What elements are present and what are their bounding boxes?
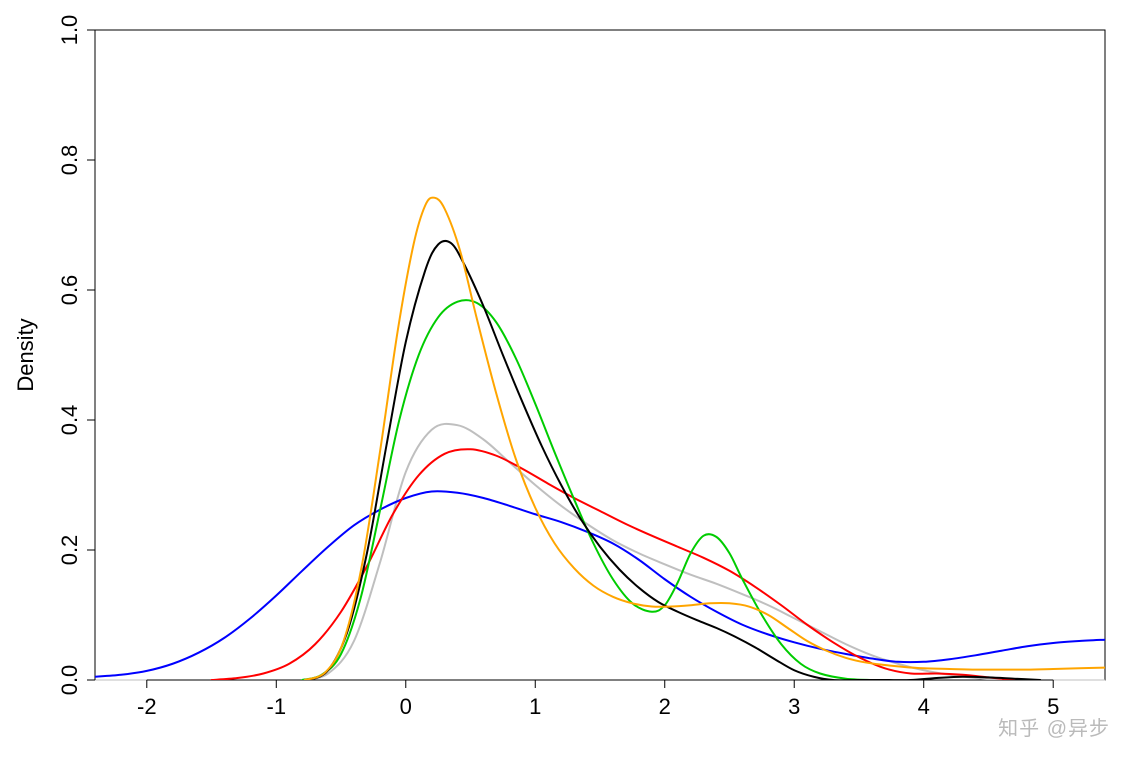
y-tick-label: 0.2	[57, 535, 82, 566]
y-axis-label: Density	[13, 318, 38, 391]
x-tick-label: 5	[1047, 694, 1059, 719]
y-tick-label: 0.0	[57, 665, 82, 696]
density-curve-red	[212, 449, 1015, 680]
series-group	[95, 198, 1105, 681]
y-tick-label: 0.8	[57, 145, 82, 176]
plot-box	[95, 30, 1105, 680]
x-tick-label: 0	[400, 694, 412, 719]
y-tick-label: 0.4	[57, 405, 82, 436]
density-chart: -2-10123450.00.20.40.60.81.0Density 知乎 @…	[0, 0, 1128, 759]
y-tick-label: 0.6	[57, 275, 82, 306]
x-tick-label: -2	[137, 694, 157, 719]
x-tick-label: 1	[529, 694, 541, 719]
x-tick-label: -1	[267, 694, 287, 719]
density-curve-green	[302, 300, 872, 680]
chart-svg: -2 -1 0 1 2 3 4 5 0.0 0.2 0.4 0.6 0.8 1.0 Density	[0, 0, 1128, 759]
y-tick-label: 1.0	[57, 15, 82, 46]
x-tick-label: 3	[788, 694, 800, 719]
density-curve-grey	[302, 424, 1001, 680]
density-curve-blue	[95, 491, 1105, 677]
x-tick-label: 4	[918, 694, 930, 719]
x-tick-label: 2	[659, 694, 671, 719]
density-curve-black	[309, 241, 1041, 680]
